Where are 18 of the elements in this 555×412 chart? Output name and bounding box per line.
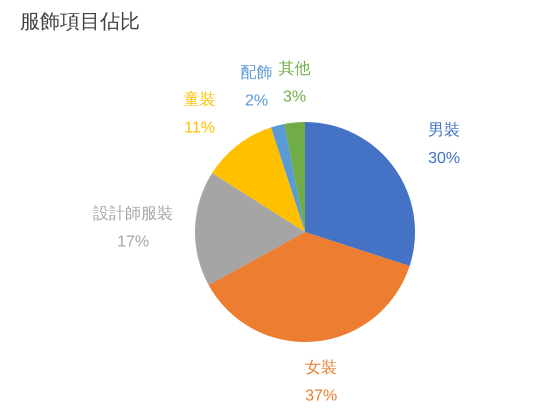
slice-label: 男裝 <box>428 120 460 139</box>
slice-label: 設計師服裝 <box>93 204 174 222</box>
data-label: 3% <box>282 88 306 106</box>
slice-label: 配飾 <box>240 64 273 82</box>
data-label: 37% <box>305 387 338 404</box>
pie-slice <box>271 124 305 232</box>
slice-label: 童裝 <box>184 90 216 108</box>
pie-slice <box>305 122 415 266</box>
data-label: 30% <box>428 150 460 167</box>
slice-label: 女裝 <box>305 358 338 376</box>
data-label: 11% <box>184 119 215 136</box>
pie-slice <box>284 122 305 232</box>
pie-slice <box>195 173 305 285</box>
data-label: 2% <box>244 92 268 110</box>
chart-title: 服飾項目佔比 <box>20 10 140 35</box>
pie-slice <box>208 232 410 342</box>
data-label: 17% <box>117 233 150 250</box>
slice-label: 其他 <box>278 60 311 78</box>
